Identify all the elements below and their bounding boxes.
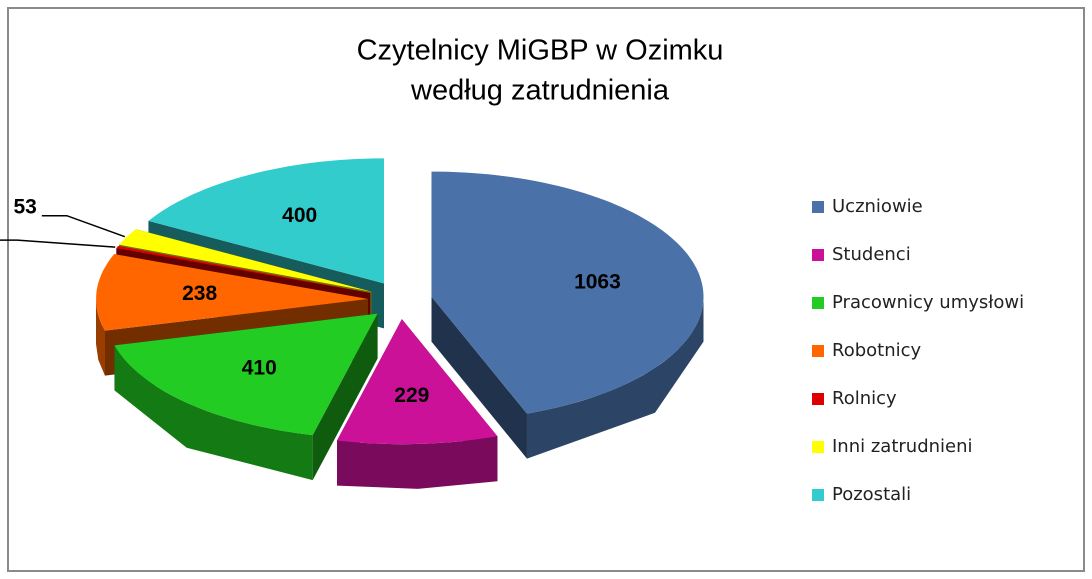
legend-label: Rolnicy	[832, 388, 897, 409]
slice	[431, 171, 704, 459]
legend-label: Studenci	[832, 244, 911, 265]
data-label: 1063	[574, 270, 621, 293]
leader-line	[41, 214, 126, 238]
slice	[114, 313, 378, 481]
legend-swatch	[812, 345, 824, 357]
legend-label: Pracownicy umysłowi	[832, 292, 1024, 313]
slice-top	[116, 246, 371, 293]
slice-top	[431, 171, 704, 414]
legend-swatch	[812, 249, 824, 261]
leader-line	[0, 239, 116, 248]
legend-swatch	[812, 441, 824, 453]
legend-label: Robotnicy	[832, 340, 922, 361]
data-label: 229	[394, 384, 429, 407]
slice-top	[337, 319, 498, 445]
chart-title: Czytelnicy MiGBP w Ozimku	[357, 35, 724, 67]
legend-label: Pozostali	[832, 484, 911, 505]
slice-side	[527, 296, 704, 459]
slice-top	[148, 158, 384, 284]
legend-swatch	[812, 393, 824, 405]
slice-side	[96, 298, 105, 376]
chart-title: według zatrudnienia	[410, 75, 670, 107]
legend-label: Uczniowie	[832, 196, 923, 217]
slice-top	[119, 229, 372, 292]
slice-side	[337, 436, 498, 489]
legend-label: Inni zatrudnieni	[832, 436, 973, 457]
slice-top	[96, 254, 369, 331]
legend-swatch	[812, 201, 824, 213]
data-label: 400	[282, 204, 317, 227]
data-label: 53	[13, 195, 36, 218]
slice	[337, 319, 498, 489]
slice-wall	[431, 296, 527, 459]
slice-top	[114, 313, 378, 436]
data-label: 410	[242, 356, 277, 379]
legend-swatch	[812, 297, 824, 309]
slice-side	[114, 345, 313, 481]
data-label: 238	[182, 282, 217, 305]
legend-swatch	[812, 489, 824, 501]
